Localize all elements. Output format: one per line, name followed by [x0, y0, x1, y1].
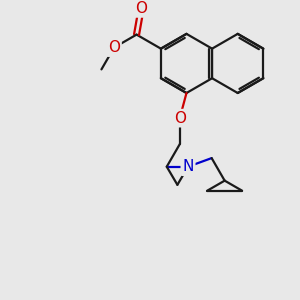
Text: O: O: [135, 1, 147, 16]
Text: N: N: [182, 159, 194, 174]
Text: O: O: [108, 40, 120, 55]
Text: O: O: [174, 111, 186, 126]
